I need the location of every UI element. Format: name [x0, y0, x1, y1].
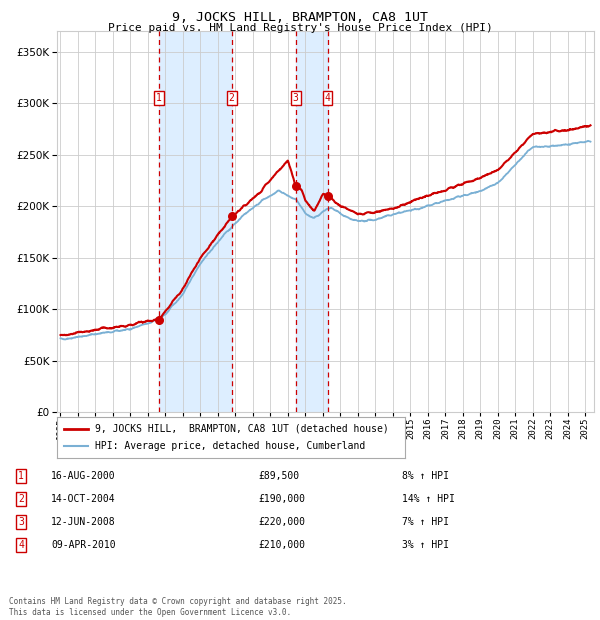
Text: 1: 1 — [156, 93, 162, 103]
Text: 9, JOCKS HILL, BRAMPTON, CA8 1UT: 9, JOCKS HILL, BRAMPTON, CA8 1UT — [172, 11, 428, 24]
Text: 3% ↑ HPI: 3% ↑ HPI — [402, 540, 449, 550]
Text: 3: 3 — [293, 93, 299, 103]
Text: 14% ↑ HPI: 14% ↑ HPI — [402, 494, 455, 504]
Text: Price paid vs. HM Land Registry's House Price Index (HPI): Price paid vs. HM Land Registry's House … — [107, 23, 493, 33]
Point — [154, 315, 164, 325]
Text: 2: 2 — [18, 494, 24, 504]
Text: £210,000: £210,000 — [258, 540, 305, 550]
Point — [227, 211, 236, 221]
Bar — [296, 31, 328, 412]
Text: 3: 3 — [18, 517, 24, 527]
Text: 4: 4 — [18, 540, 24, 550]
Text: 09-APR-2010: 09-APR-2010 — [51, 540, 116, 550]
Bar — [159, 31, 232, 412]
Text: 14-OCT-2004: 14-OCT-2004 — [51, 494, 116, 504]
Text: HPI: Average price, detached house, Cumberland: HPI: Average price, detached house, Cumb… — [95, 441, 365, 451]
Text: 8% ↑ HPI: 8% ↑ HPI — [402, 471, 449, 481]
Text: 4: 4 — [325, 93, 331, 103]
Text: 16-AUG-2000: 16-AUG-2000 — [51, 471, 116, 481]
Point — [323, 191, 332, 201]
Text: Contains HM Land Registry data © Crown copyright and database right 2025.
This d: Contains HM Land Registry data © Crown c… — [9, 598, 347, 617]
Point — [291, 180, 301, 190]
Text: 2: 2 — [229, 93, 235, 103]
Text: £190,000: £190,000 — [258, 494, 305, 504]
Text: 1: 1 — [18, 471, 24, 481]
Text: £89,500: £89,500 — [258, 471, 299, 481]
Text: 9, JOCKS HILL,  BRAMPTON, CA8 1UT (detached house): 9, JOCKS HILL, BRAMPTON, CA8 1UT (detach… — [95, 423, 389, 433]
Text: 7% ↑ HPI: 7% ↑ HPI — [402, 517, 449, 527]
Text: £220,000: £220,000 — [258, 517, 305, 527]
Text: 12-JUN-2008: 12-JUN-2008 — [51, 517, 116, 527]
